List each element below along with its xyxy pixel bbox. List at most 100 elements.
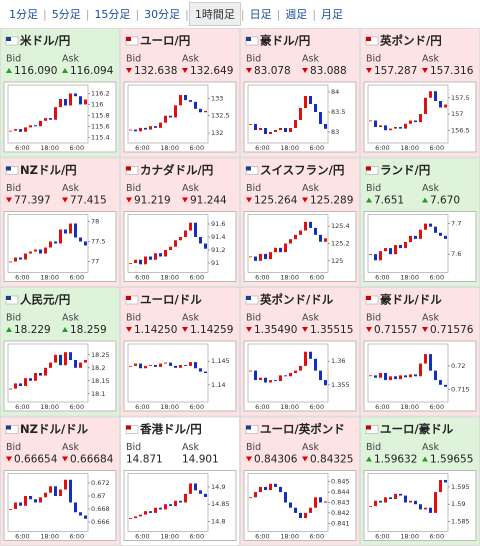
timeframe-tab[interactable]: 1時間足	[188, 2, 241, 26]
rate-card[interactable]: ユーロ/豪ドル Bid Ask 1.59632 1.59655 1.585 1.59 1.59…	[360, 416, 480, 546]
rate-card[interactable]: 豪ドル/円 Bid Ask 83.078 83.088 83 83.5 84 6:00 18:00…	[240, 28, 360, 158]
candle	[279, 375, 282, 382]
direction-arrow	[422, 197, 428, 203]
flag-icon	[6, 37, 11, 41]
ask-label: Ask	[182, 442, 199, 453]
rate-card[interactable]: 香港ドル/円 Bid Ask 14.871 14.901 14.8 14.85 14.9 6:0…	[120, 416, 240, 546]
candle	[309, 96, 312, 104]
rate-card[interactable]: 人民元/円 Bid Ask 18.229 18.259 18.1 18.15 18.2 18.2…	[0, 287, 120, 417]
candle	[309, 221, 312, 228]
candle	[69, 223, 72, 234]
y-tick-label: 0.845	[331, 478, 350, 486]
candle	[14, 129, 17, 131]
rate-card[interactable]: NZドル/円 Bid Ask 77.397 77.415 77 77.5 78 6:00 18:0…	[0, 157, 120, 287]
candle	[294, 234, 297, 240]
x-tick-label: 6:00	[189, 533, 204, 541]
candle	[129, 518, 132, 519]
candle	[59, 489, 62, 496]
tab-separator: |	[276, 7, 281, 21]
x-tick-label: 6:00	[429, 403, 444, 411]
plot-frame	[127, 343, 209, 403]
timeframe-tab[interactable]: 1分足	[9, 8, 38, 21]
rate-card[interactable]: NZドル/ドル Bid Ask 0.66654 0.66684 0.666 0.668 0.6…	[0, 416, 120, 546]
ask-label: Ask	[62, 183, 79, 194]
candle	[314, 227, 317, 235]
x-tick-label: 18:00	[160, 533, 179, 541]
ask-label: Ask	[422, 442, 439, 453]
flag-icon	[126, 37, 131, 41]
x-tick-label: 6:00	[15, 274, 30, 282]
direction-arrow	[366, 197, 372, 203]
plot-frame	[7, 473, 89, 532]
candle	[159, 363, 162, 367]
candle	[169, 504, 172, 506]
candle	[174, 500, 177, 506]
pair-name: 人民元/円	[20, 293, 70, 307]
timeframe-tab[interactable]: 週足	[285, 8, 308, 21]
candle	[129, 263, 132, 264]
candle	[84, 241, 87, 246]
timeframe-tab[interactable]: 5分足	[51, 8, 81, 21]
rate-card[interactable]: カナダドル/円 Bid Ask 91.219 91.244 91 91.2 91.4 91.6 6…	[120, 157, 240, 287]
bid-label: Bid	[6, 442, 21, 453]
candle	[24, 127, 27, 132]
candle	[389, 128, 392, 131]
x-tick-label: 6:00	[189, 403, 204, 411]
chart-box	[123, 211, 237, 282]
timeframe-tab[interactable]: 15分足	[94, 8, 131, 21]
y-tick-label: 157.5	[451, 94, 470, 102]
plot-frame	[127, 214, 209, 273]
candle	[439, 101, 442, 108]
bid-value: 91.219	[134, 195, 171, 207]
bid-value: 1.14250	[134, 324, 177, 336]
rate-card[interactable]: 英ポンド/円 Bid Ask 157.287 157.316 156.5 157 157.5 6…	[360, 28, 480, 158]
plot-frame	[7, 84, 89, 144]
candle	[14, 383, 17, 389]
rate-card[interactable]: 英ポンド/ドル Bid Ask 1.35490 1.35515 1.355 1.36 6:00…	[240, 287, 360, 417]
rate-card[interactable]: ユーロ/円 Bid Ask 132.638 132.649 132 132.5 133 6:00…	[120, 28, 240, 158]
rate-card[interactable]: ユーロ/ドル Bid Ask 1.14250 1.14259 1.14 1.145 6:00 1…	[120, 287, 240, 417]
candle	[384, 248, 387, 252]
x-tick-label: 6:00	[375, 274, 390, 282]
candle	[444, 235, 447, 239]
rate-card[interactable]: 豪ドル/ドル Bid Ask 0.71557 0.71576 0.715 0.72 6:00 1…	[360, 287, 480, 417]
candle	[404, 495, 407, 503]
candle	[184, 364, 187, 366]
rate-card[interactable]: ユーロ/英ポンド Bid Ask 0.84306 0.84325 0.841 0.842 0.…	[240, 416, 360, 546]
y-tick-label: 14.85	[211, 500, 230, 508]
candle	[319, 370, 322, 381]
direction-arrow	[62, 456, 68, 462]
candle	[389, 497, 392, 500]
y-tick-label: 91.4	[211, 233, 225, 241]
candle	[309, 351, 312, 359]
candle	[39, 497, 42, 503]
y-tick-label: 132.5	[211, 112, 230, 120]
candle	[84, 360, 87, 363]
ask-value: 1.59655	[430, 454, 473, 466]
bid-value: 116.090	[14, 65, 57, 77]
timeframe-tab[interactable]: 30分足	[144, 8, 181, 21]
pair-name: 英ポンド/円	[379, 34, 442, 48]
candle	[204, 243, 207, 249]
timeframe-tab[interactable]: 日足	[249, 8, 272, 21]
candle	[74, 502, 77, 513]
candle	[159, 122, 162, 128]
y-tick-label: 0.841	[331, 519, 350, 527]
ask-value: 18.259	[70, 324, 107, 336]
rate-card[interactable]: 米ドル/円 Bid Ask 116.090 116.094 115.4 115.6 115.8…	[0, 28, 120, 158]
x-tick-label: 6:00	[429, 533, 444, 541]
bid-label: Bid	[126, 442, 141, 453]
y-tick-label: 91.6	[211, 220, 225, 228]
rate-card[interactable]: スイスフラン/円 Bid Ask 125.264 125.289 125 125.2 125.…	[240, 157, 360, 287]
ask-label: Ask	[302, 313, 319, 324]
rate-card[interactable]: ランド/円 Bid Ask 7.651 7.670 7.6 7.7 6:00 18:00 6:00	[360, 157, 480, 287]
candle	[14, 502, 17, 509]
candle	[279, 128, 282, 130]
direction-arrow	[366, 68, 372, 73]
candle	[399, 493, 402, 496]
timeframe-tab[interactable]: 月足	[321, 8, 344, 21]
y-tick-label: 1.59	[451, 500, 465, 508]
candle	[134, 259, 137, 263]
flag-icon	[246, 166, 251, 171]
candle	[64, 98, 67, 106]
